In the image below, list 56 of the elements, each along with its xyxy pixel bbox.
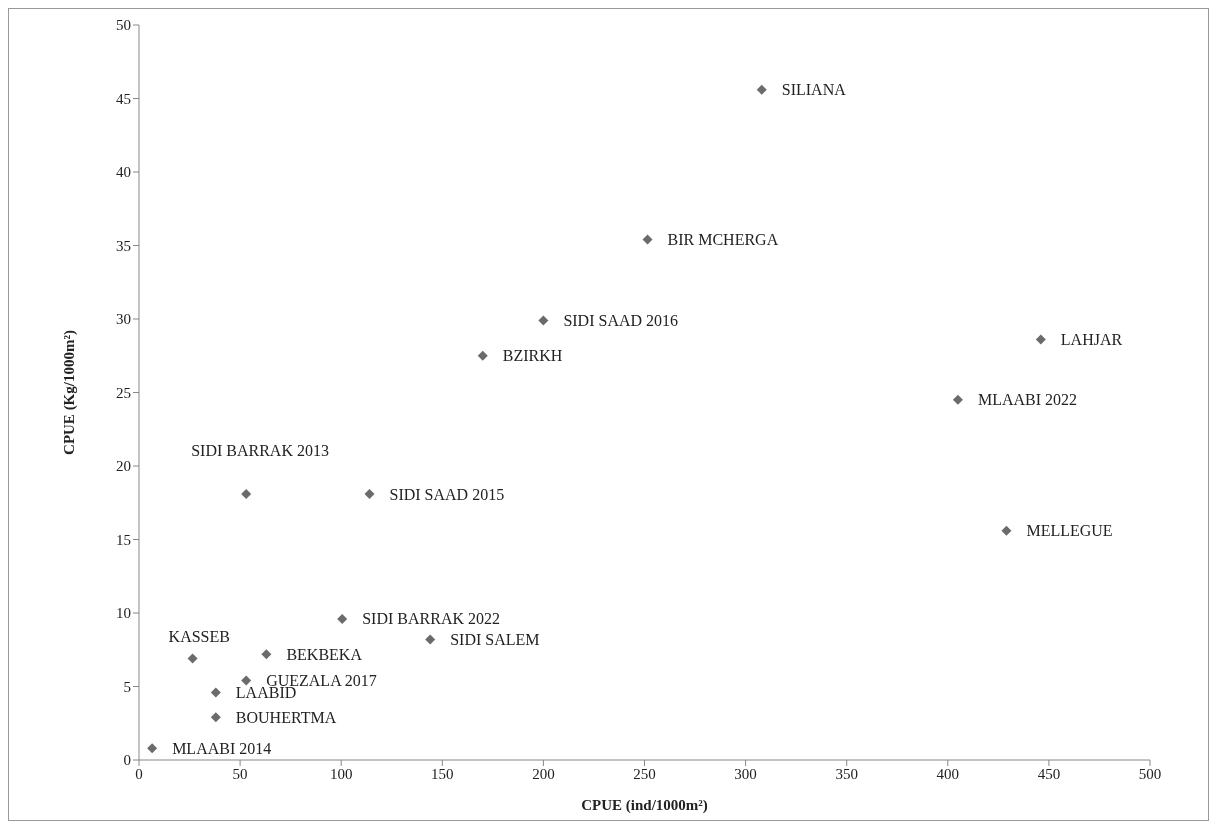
x-tick-label: 400 (936, 765, 960, 782)
y-tick-label: 25 (116, 384, 131, 401)
annotation: SIDI SAAD 2016 (563, 312, 679, 330)
x-tick-label: 500 (1138, 765, 1162, 782)
point (1035, 334, 1046, 345)
x-tick-label: 100 (329, 765, 353, 782)
point (241, 488, 252, 499)
point (538, 315, 549, 326)
x-tick-label: 250 (633, 765, 656, 782)
x-tick-label: 50 (232, 765, 248, 782)
point (187, 653, 198, 664)
x-tick-label: 350 (835, 765, 858, 782)
point (261, 649, 272, 660)
annotation: BZIRKH (502, 347, 563, 365)
point (241, 675, 252, 686)
point (425, 634, 436, 645)
y-tick-label: 10 (116, 605, 131, 622)
annotation: MLAABI 2014 (172, 739, 272, 757)
y-tick-label: 5 (123, 678, 131, 695)
annotation: BIR MCHERGA (667, 231, 779, 249)
y-tick-label: 50 (116, 17, 131, 34)
x-axis-title: CPUE (ind/1000m²) (581, 797, 708, 814)
y-tick-label: 15 (116, 531, 131, 548)
annotation: SIDI BARRAK 2022 (362, 610, 501, 628)
y-tick-label: 35 (116, 237, 131, 254)
x-tick-label: 200 (532, 765, 555, 782)
annotation: BOUHERTMA (235, 708, 337, 726)
point (1001, 525, 1012, 536)
x-tick-label: 150 (431, 765, 454, 782)
point (147, 743, 158, 754)
annotation: SILIANA (781, 81, 847, 99)
point (210, 712, 221, 723)
y-axis-title: CPUE (Kg/1000m²) (61, 330, 79, 455)
point (210, 687, 221, 698)
annotation: SIDI SAAD 2015 (389, 485, 505, 503)
point (642, 234, 653, 245)
point (477, 350, 488, 361)
annotation: MLAABI 2022 (977, 391, 1078, 409)
x-tick-label: 300 (734, 765, 757, 782)
point (337, 613, 348, 624)
annotation: SIDI SALEM (450, 631, 540, 649)
annotation: LAHJAR (1060, 331, 1123, 349)
y-tick-label: 0 (123, 752, 131, 769)
y-tick-label: 30 (116, 311, 131, 328)
point (952, 394, 963, 405)
y-tick-label: 40 (116, 164, 131, 181)
y-tick-label: 20 (116, 458, 131, 475)
annotation: SIDI BARRAK 2013 (191, 441, 329, 459)
annotation: BEKBEKA (286, 645, 363, 663)
point (756, 84, 767, 95)
y-tick-label: 45 (116, 90, 131, 107)
x-tick-label: 450 (1037, 765, 1061, 782)
x-tick-label: 0 (135, 765, 143, 782)
annotation: MELLEGUE (1026, 522, 1113, 540)
annotation: KASSEB (168, 628, 230, 646)
point (364, 488, 375, 499)
